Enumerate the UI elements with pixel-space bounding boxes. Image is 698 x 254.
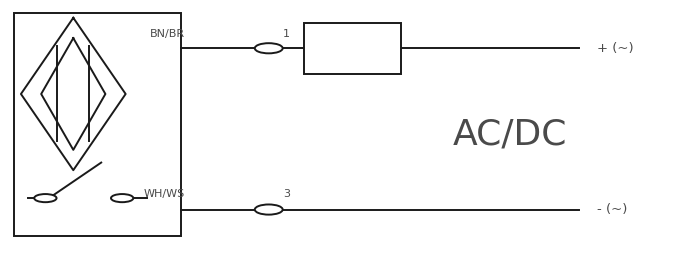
Text: AC/DC: AC/DC	[452, 118, 567, 152]
Circle shape	[34, 194, 57, 202]
FancyBboxPatch shape	[304, 23, 401, 74]
Text: 1: 1	[283, 29, 290, 39]
Text: - (~): - (~)	[597, 203, 628, 216]
Circle shape	[111, 194, 133, 202]
Text: + (~): + (~)	[597, 42, 633, 55]
Text: 3: 3	[283, 189, 290, 199]
Circle shape	[255, 204, 283, 215]
Circle shape	[255, 43, 283, 53]
Text: WH/WS: WH/WS	[144, 189, 185, 199]
FancyBboxPatch shape	[14, 13, 181, 236]
Text: BN/BR: BN/BR	[150, 29, 185, 39]
